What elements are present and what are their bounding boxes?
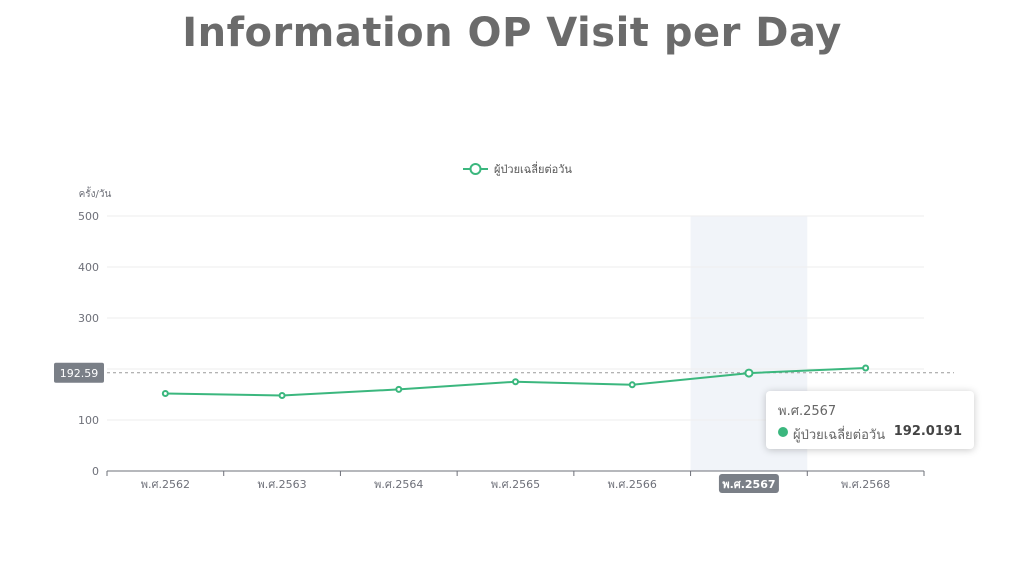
tooltip-title: พ.ศ.2567 bbox=[778, 404, 837, 419]
y-axis-label: ครั้ง/วัน bbox=[79, 186, 112, 200]
data-point bbox=[862, 364, 870, 372]
tooltip-value: 192.0191 bbox=[893, 424, 962, 439]
y-tick-label: 500 bbox=[78, 210, 99, 223]
x-pointer-label-bg bbox=[718, 474, 779, 493]
x-tick-label: พ.ศ.2563 bbox=[257, 478, 306, 491]
data-point bbox=[744, 368, 754, 378]
tooltip-series-marker-icon bbox=[778, 427, 788, 437]
data-point bbox=[395, 385, 403, 393]
data-point bbox=[278, 392, 286, 400]
data-point bbox=[512, 378, 519, 386]
x-tick-label: พ.ศ.2564 bbox=[374, 478, 423, 491]
x-tick-label: พ.ศ.2565 bbox=[491, 478, 540, 491]
y-tick-label: 300 bbox=[78, 312, 99, 325]
x-tick-label: พ.ศ.2562 bbox=[141, 478, 190, 491]
chart-tooltip: พ.ศ.2567 ผู้ป่วยเฉลี่ยต่อวัน 192.0191 bbox=[766, 391, 974, 449]
tooltip-series-name: ผู้ป่วยเฉลี่ยต่อวัน bbox=[793, 428, 886, 443]
x-tick-label-highlight: พ.ศ.2567 bbox=[722, 478, 775, 491]
y-pointer-label-bg bbox=[54, 362, 104, 383]
data-point bbox=[161, 389, 169, 397]
data-point bbox=[628, 381, 636, 389]
legend-label: ผู้ป่วยเฉลี่ยต่อวัน bbox=[494, 161, 572, 176]
page-title: Information OP Visit per Day bbox=[182, 10, 842, 56]
y-pointer-label: 192.59 bbox=[60, 367, 99, 380]
x-tick-label: พ.ศ.2566 bbox=[608, 478, 657, 491]
y-tick-label: 0 bbox=[92, 465, 99, 478]
y-tick-label: 100 bbox=[78, 414, 99, 427]
legend-marker-icon bbox=[469, 163, 482, 175]
x-tick-label: พ.ศ.2568 bbox=[841, 478, 890, 491]
y-tick-label: 400 bbox=[78, 261, 99, 274]
